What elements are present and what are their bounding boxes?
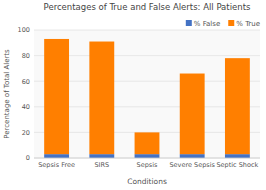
legend-label: % True — [236, 20, 260, 28]
y-axis-label: Percentage of Total Alerts — [3, 49, 11, 139]
title: Percentages of True and False Alerts: Al… — [44, 2, 251, 12]
y-tick-label: 20 — [22, 129, 30, 137]
legend-swatch — [186, 20, 192, 26]
x-axis-line — [34, 158, 260, 159]
bar-segment — [89, 42, 114, 155]
bar-segment — [135, 154, 160, 158]
bar-segment — [180, 74, 205, 155]
y-tick-label: 80 — [22, 52, 30, 60]
bars — [44, 39, 250, 158]
legend: % False % True — [186, 20, 260, 28]
bar-segment — [225, 154, 250, 158]
grid-line — [34, 158, 260, 159]
bar-segment — [89, 154, 114, 158]
x-tick-label: Sepsis Free — [38, 161, 75, 169]
legend-swatch — [228, 20, 234, 26]
x-tick-label: SIRS — [94, 161, 109, 169]
bar-segment — [135, 132, 160, 154]
plot-background — [34, 30, 260, 158]
x-axis-label: Conditions — [127, 177, 167, 186]
legend-label: % False — [194, 20, 220, 28]
y-tick-label: 0 — [26, 154, 30, 162]
y-tick-label: 40 — [22, 103, 30, 111]
x-tick-label: Severe Sepsis — [169, 161, 215, 169]
y-tick-label: 60 — [22, 78, 30, 86]
chart-container: Percentages of True and False Alerts: Al… — [0, 0, 266, 190]
y-tick-label: 100 — [18, 26, 30, 34]
x-tick-label: Septic Shock — [216, 161, 258, 169]
chart: Percentages of True and False Alerts: Al… — [0, 0, 266, 190]
bar-segment — [225, 58, 250, 154]
grid-line — [34, 30, 260, 31]
bar-segment — [180, 154, 205, 158]
x-tick-label: Sepsis — [137, 161, 158, 169]
bar-segment — [44, 154, 69, 158]
bar-segment — [44, 39, 69, 154]
